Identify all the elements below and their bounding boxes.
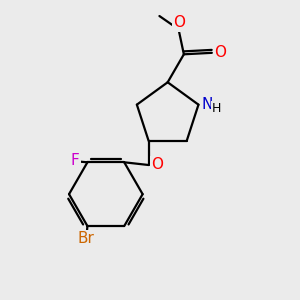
Text: O: O (151, 157, 163, 172)
Text: O: O (173, 15, 185, 30)
Text: H: H (212, 102, 221, 115)
Text: O: O (214, 45, 226, 60)
Text: F: F (71, 153, 80, 168)
Text: Br: Br (77, 231, 94, 246)
Text: N: N (201, 97, 212, 112)
